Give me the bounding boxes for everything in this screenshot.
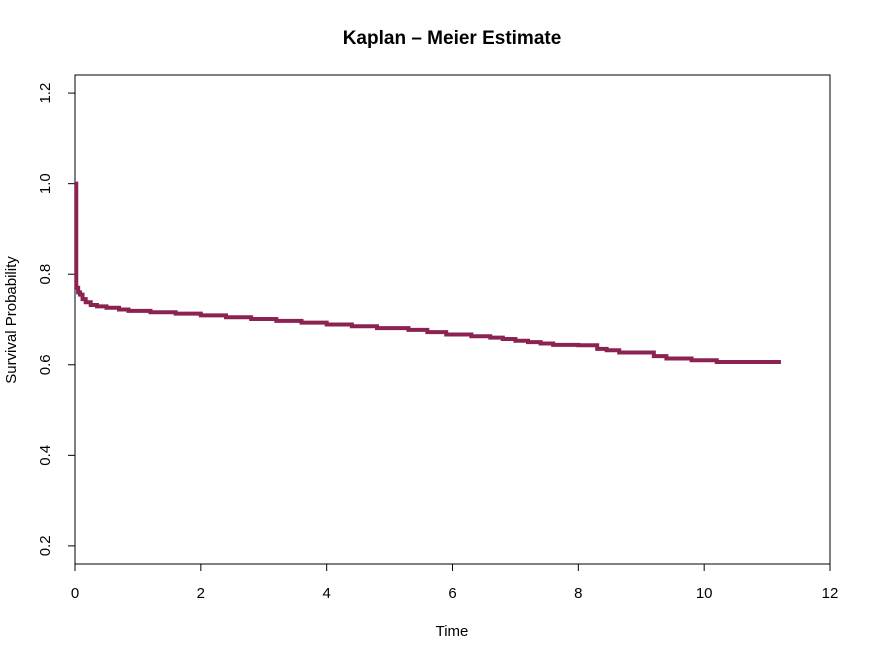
series-layer	[74, 181, 781, 365]
x-tick-label: 12	[822, 585, 839, 602]
chart-title: Kaplan – Meier Estimate	[343, 28, 562, 49]
x-tick-label: 2	[197, 585, 205, 602]
y-tick-label: 0.2	[37, 535, 54, 556]
x-tick-label: 0	[71, 585, 79, 602]
y-tick-label: 0.6	[37, 354, 54, 375]
plot-frame	[74, 74, 831, 565]
x-tick-label: 6	[448, 585, 456, 602]
x-tick-label: 8	[574, 585, 582, 602]
y-axis: 0.2 0.4 0.6 0.8 1.0 1.2	[37, 83, 76, 556]
x-tick-label: 4	[322, 585, 330, 602]
y-tick-label: 1.2	[37, 83, 54, 104]
x-tick-label: 10	[696, 585, 713, 602]
y-axis-label: Survival Probability	[3, 256, 20, 384]
y-tick-label: 1.0	[37, 173, 54, 194]
y-tick-label: 0.4	[37, 445, 54, 466]
x-axis: 0 2 4 6 8 10 12	[71, 563, 839, 602]
y-tick-label: 0.8	[37, 264, 54, 285]
x-axis-label: Time	[436, 623, 469, 640]
survival-curve	[74, 181, 781, 365]
